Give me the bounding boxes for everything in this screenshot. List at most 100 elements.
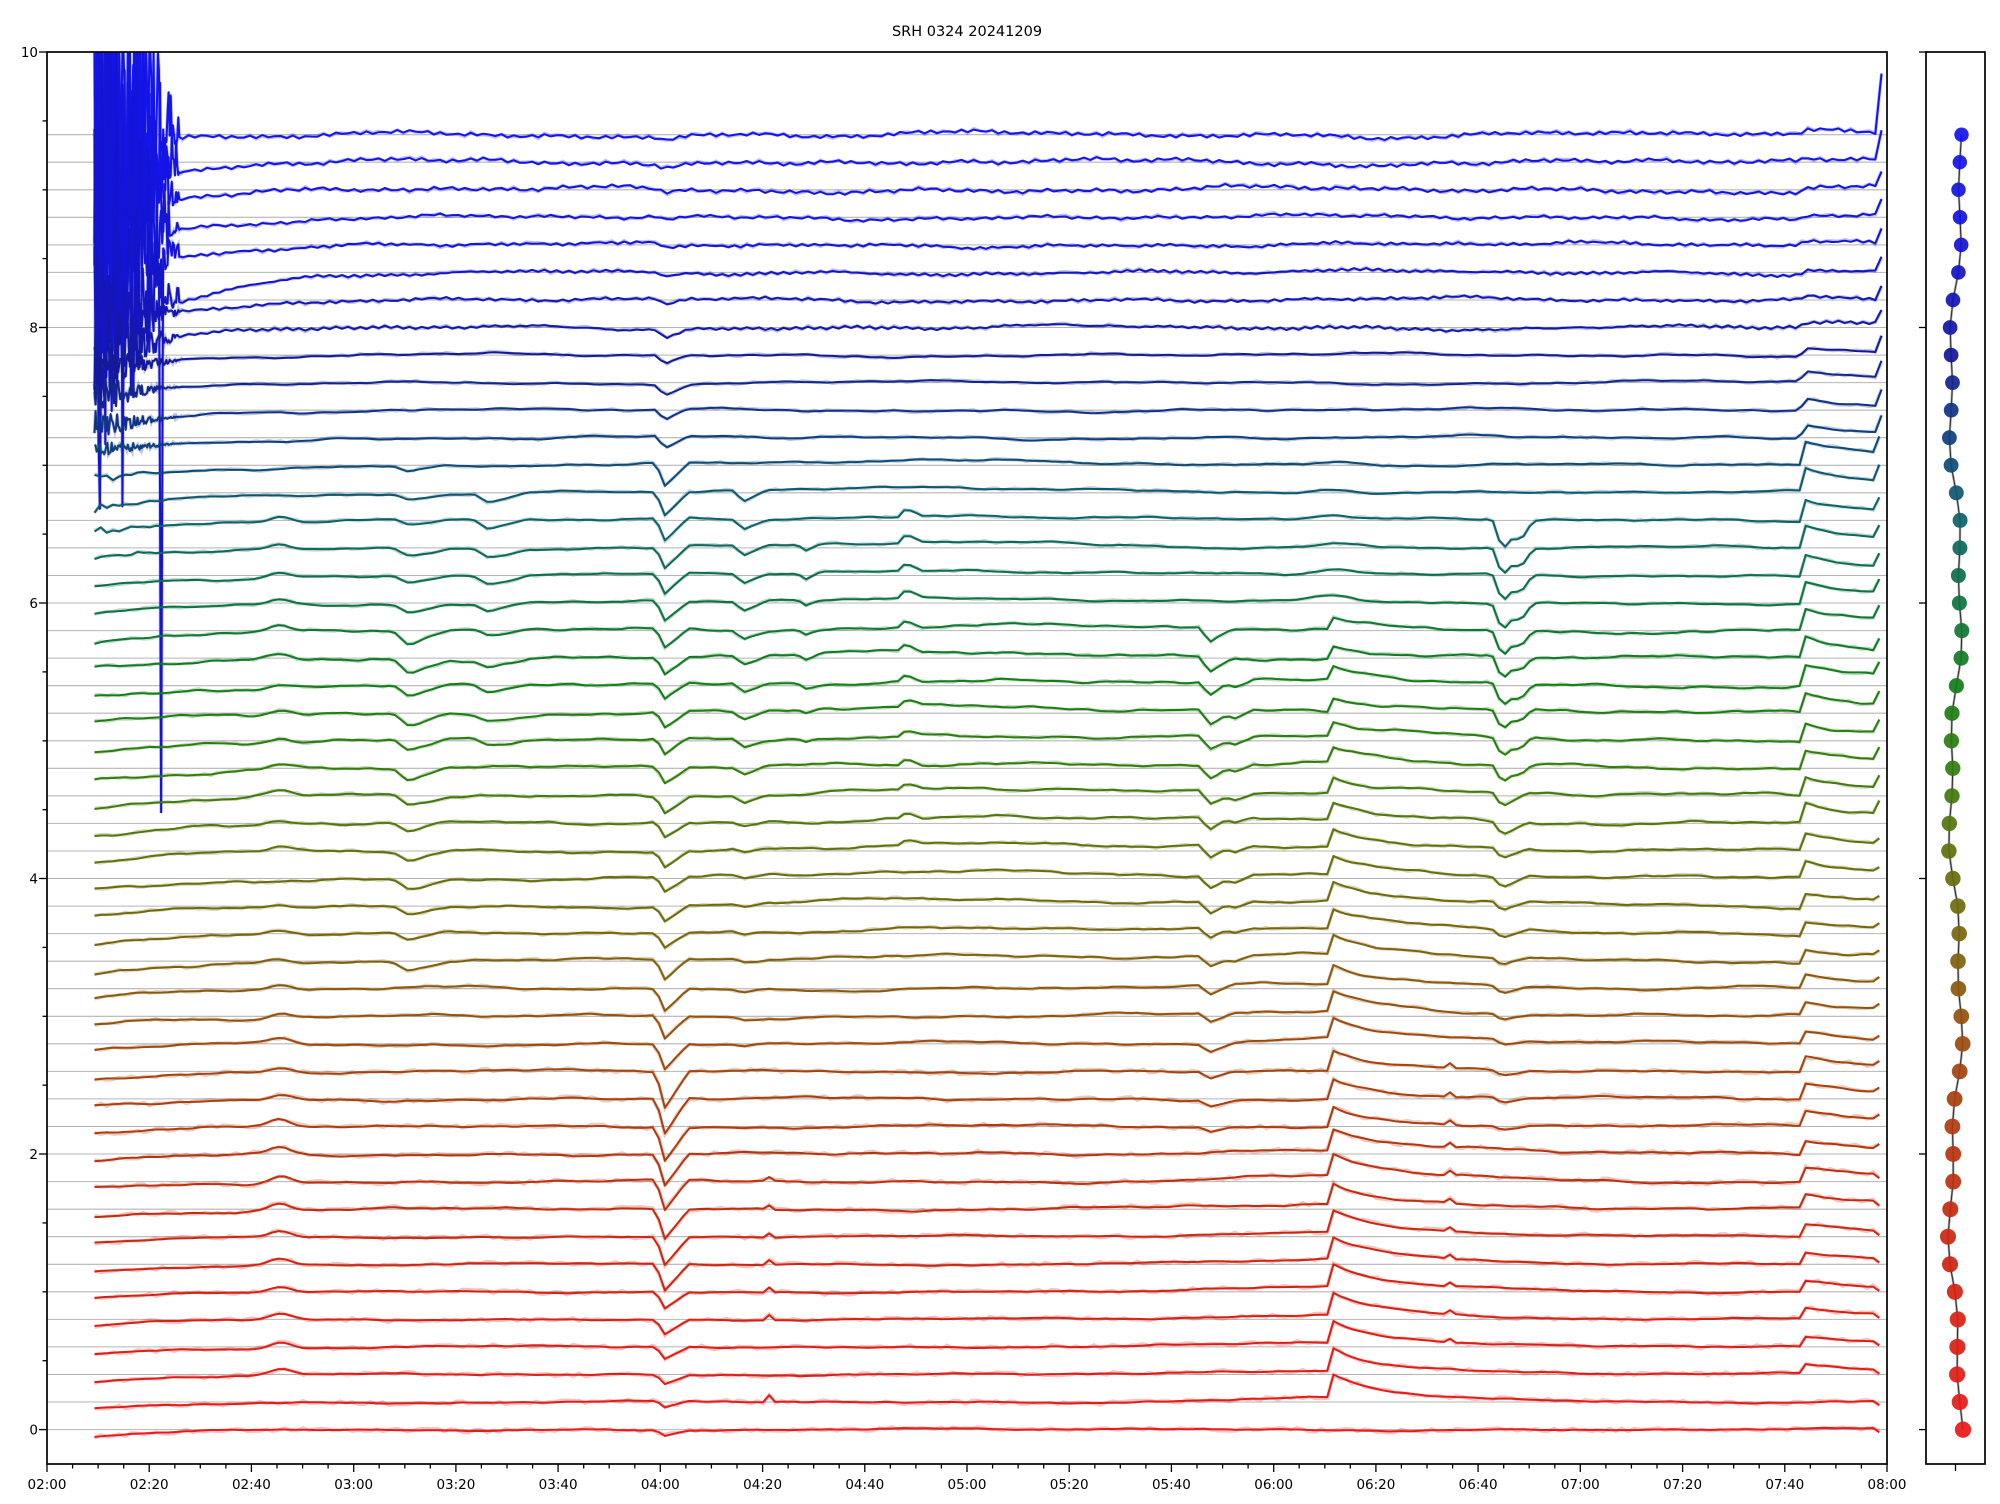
x-tick-label: 04:00 <box>641 1477 680 1493</box>
trace-halos <box>92 52 1884 1440</box>
frequency-dot-ch28 <box>1950 898 1966 914</box>
frequency-dot-ch5 <box>1951 265 1966 280</box>
trace-halo-ch1 <box>92 52 1884 353</box>
frequency-dot-ch12 <box>1943 457 1959 473</box>
trace-ch11 <box>94 415 1883 456</box>
trace-halo-ch39 <box>94 1179 1881 1244</box>
trace-ch10 <box>93 389 1883 436</box>
trace-ch47 <box>94 1426 1880 1438</box>
x-tick-label: 07:40 <box>1765 1477 1804 1493</box>
trace-ch12 <box>94 436 1881 487</box>
frequency-dot-ch2 <box>1951 182 1966 198</box>
frequency-dot-ch38 <box>1945 1173 1962 1190</box>
trace-ch23 <box>94 746 1881 785</box>
frequency-dot-ch32 <box>1953 1008 1970 1025</box>
trace-ch22 <box>94 719 1881 756</box>
trace-halo-ch37 <box>94 1128 1881 1189</box>
trace-ch8 <box>93 335 1883 390</box>
frequency-dot-ch21 <box>1944 705 1960 721</box>
traces <box>93 52 1883 1438</box>
x-tick-label: 05:40 <box>1152 1477 1191 1493</box>
trace-ch28 <box>94 880 1880 923</box>
x-tick-label: 05:20 <box>1050 1477 1089 1493</box>
trace-ch5 <box>93 57 1883 510</box>
trace-ch0 <box>93 52 1883 380</box>
trace-halo-ch27 <box>94 855 1880 894</box>
trace-halo-ch12 <box>94 436 1881 488</box>
frequency-dot-ch37 <box>1945 1146 1962 1162</box>
trace-ch17 <box>94 578 1881 629</box>
x-tick-label: 05:00 <box>948 1477 987 1493</box>
trace-halo-ch26 <box>94 826 1881 870</box>
trace-halo-ch30 <box>94 932 1881 983</box>
trace-halo-ch33 <box>94 1014 1880 1073</box>
trace-halo-ch4 <box>92 52 1884 814</box>
trace-halo-ch18 <box>93 603 1881 656</box>
frequency-dot-ch31 <box>1950 980 1967 997</box>
trace-ch20 <box>94 661 1881 705</box>
trace-ch32 <box>94 990 1880 1040</box>
trace-ch27 <box>94 855 1880 893</box>
frequency-dot-ch0 <box>1954 127 1969 142</box>
y-tick-label: 8 <box>29 320 38 336</box>
trace-ch31 <box>94 964 1880 1012</box>
trace-halo-ch32 <box>94 988 1881 1041</box>
trace-ch45 <box>94 1347 1880 1386</box>
trace-halo-ch44 <box>94 1320 1881 1362</box>
trace-halo-ch43 <box>94 1289 1881 1339</box>
frequency-dot-ch24 <box>1944 788 1960 804</box>
x-tick-label: 02:40 <box>232 1477 271 1493</box>
frequency-dot-ch41 <box>1941 1256 1959 1273</box>
side-panel-content <box>1940 127 1972 1438</box>
frequency-dot-ch25 <box>1941 815 1958 832</box>
trace-ch33 <box>94 1017 1880 1071</box>
frequency-dot-ch33 <box>1954 1035 1971 1052</box>
frequency-dot-ch15 <box>1952 540 1968 556</box>
trace-ch29 <box>94 908 1880 949</box>
trace-halo-ch11 <box>93 414 1884 460</box>
frequency-dot-ch43 <box>1949 1311 1966 1328</box>
side-panel-spines <box>1925 51 1986 1465</box>
x-tick-label: 06:20 <box>1356 1477 1395 1493</box>
trace-halo-ch40 <box>94 1209 1881 1270</box>
trace-ch9 <box>93 360 1883 409</box>
trace-ch4 <box>93 52 1883 814</box>
trace-halo-ch5 <box>92 59 1884 510</box>
x-tick-label: 02:00 <box>28 1477 67 1493</box>
trace-ch38 <box>94 1153 1880 1212</box>
x-tick-label: 04:20 <box>743 1477 782 1493</box>
frequency-dot-ch6 <box>1945 292 1961 308</box>
trace-halo-ch25 <box>94 799 1881 840</box>
trace-halo-ch20 <box>94 660 1881 707</box>
frequency-dot-ch11 <box>1941 430 1957 446</box>
frequency-dot-ch26 <box>1941 843 1957 859</box>
x-tick-label: 03:00 <box>334 1477 373 1493</box>
frequency-dot-ch40 <box>1940 1228 1956 1245</box>
frequency-dot-ch34 <box>1951 1063 1968 1080</box>
x-tick-labels: 02:00 02:20 02:40 03:00 03:20 03:40 04:00 04:20… <box>28 1477 1907 1493</box>
frequency-dot-ch13 <box>1948 485 1964 501</box>
trace-ch16 <box>94 552 1881 600</box>
frequency-dot-ch23 <box>1945 760 1961 776</box>
frequency-dot-ch36 <box>1944 1118 1961 1135</box>
trace-ch41 <box>94 1236 1880 1292</box>
frequency-dot-ch9 <box>1945 375 1960 390</box>
x-tick-label: 04:40 <box>845 1477 884 1493</box>
y-tick-label: 6 <box>29 596 38 612</box>
trace-halo-ch45 <box>93 1345 1881 1386</box>
trace-halo-ch9 <box>92 361 1884 409</box>
trace-ch42 <box>94 1263 1880 1310</box>
x-tick-label: 03:20 <box>436 1477 475 1493</box>
x-tick-label: 08:00 <box>1868 1477 1907 1493</box>
trace-halo-ch42 <box>94 1260 1881 1312</box>
trace-ch7 <box>93 309 1883 404</box>
frequency-dot-ch35 <box>1946 1091 1963 1107</box>
frequency-dot-ch14 <box>1952 512 1968 528</box>
frequency-dot-ch16 <box>1950 567 1966 584</box>
trace-ch43 <box>94 1292 1880 1336</box>
trace-halo-ch23 <box>94 745 1881 785</box>
trace-ch37 <box>94 1128 1880 1187</box>
trace-ch35 <box>94 1078 1880 1135</box>
frequency-dot-ch4 <box>1953 237 1969 253</box>
